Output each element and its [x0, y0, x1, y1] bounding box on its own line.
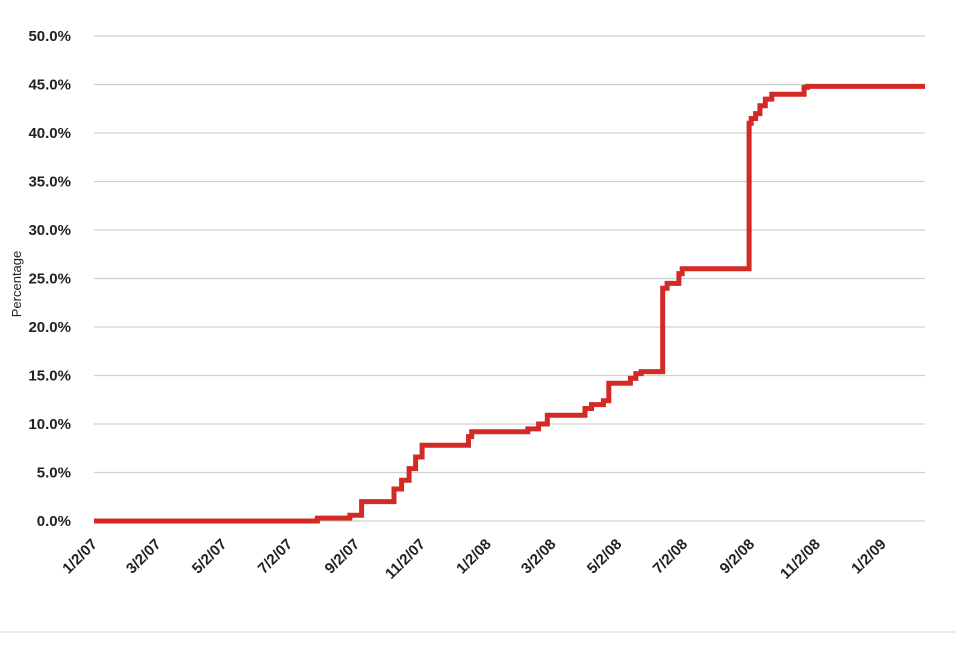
y-tick-label: 10.0%: [28, 416, 71, 433]
x-tick-label: 7/2/07: [255, 536, 297, 578]
x-tick-label: 1/2/09: [848, 536, 890, 578]
series-layer: [94, 83, 925, 524]
y-tick-label: 45.0%: [28, 77, 71, 94]
x-tick-label: 5/2/08: [584, 536, 626, 578]
y-tick-label: 5.0%: [37, 465, 71, 482]
y-tick-label: 50.0%: [28, 28, 71, 45]
x-tick-label: 7/2/08: [650, 536, 692, 578]
y-tick-label: 0.0%: [37, 513, 71, 530]
x-tick-label: 1/2/08: [453, 536, 495, 578]
x-tick-label: 11/2/08: [777, 536, 824, 583]
series-line: [94, 83, 925, 524]
y-tick-label: 35.0%: [28, 174, 71, 191]
x-tick-label: 1/2/07: [59, 536, 101, 578]
y-tick-label: 15.0%: [28, 368, 71, 385]
x-tick-label: 9/2/07: [322, 536, 364, 578]
x-axis-ticks: 1/2/07 3/2/07 5/2/07 7/2/07 9/2/07 11/2/07 1/2…: [59, 536, 889, 583]
x-tick-label: 3/2/08: [518, 536, 560, 578]
y-tick-label: 20.0%: [28, 319, 71, 336]
y-axis-label: Percentage: [9, 251, 24, 318]
y-tick-label: 30.0%: [28, 222, 71, 239]
y-axis-ticks: 0.0% 5.0% 10.0% 15.0% 20.0% 25.0% 30.0% 35.0% 40…: [28, 28, 71, 530]
gridlines: [94, 35, 925, 522]
x-tick-label: 3/2/07: [123, 536, 165, 578]
y-tick-label: 25.0%: [28, 271, 71, 288]
x-tick-label: 11/2/07: [382, 536, 429, 583]
x-tick-label: 5/2/07: [189, 536, 231, 578]
x-tick-label: 9/2/08: [717, 536, 759, 578]
y-tick-label: 40.0%: [28, 125, 71, 142]
